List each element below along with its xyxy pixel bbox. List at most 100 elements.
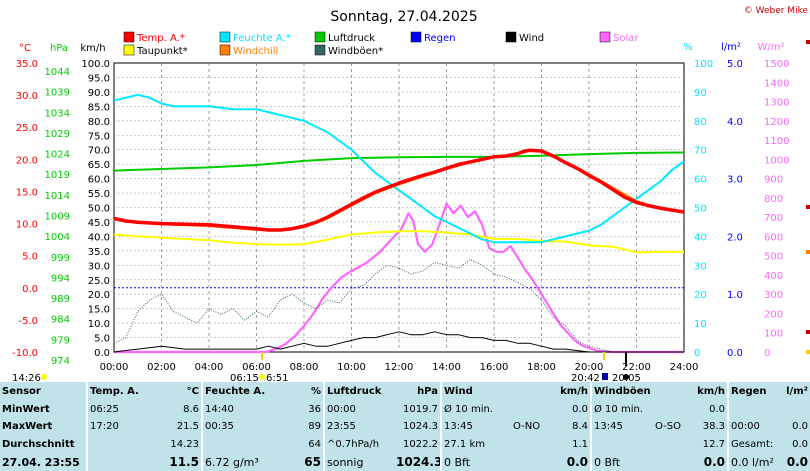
header-wind-unit: km/h (560, 385, 588, 397)
table-header-row: Sensor Temp. A. °C Feuchte A. % Luftdruc… (0, 382, 810, 401)
time-tick-label: 00:00 (100, 362, 129, 373)
legend-swatch (219, 31, 231, 43)
temp-value: 11.5 (169, 455, 199, 470)
gust-value: 0.0 (709, 403, 725, 415)
edge-fragment (806, 40, 810, 44)
humidity-value: 64 (308, 439, 321, 451)
gust-value: 38.3 (702, 421, 725, 433)
kmh-tick-label: 70.0 (88, 146, 110, 157)
header-sensor: Sensor (2, 385, 41, 397)
kmh-tick-label: 5.0 (94, 334, 110, 345)
humidity-time: 6.72 g/m³ (201, 453, 272, 471)
kmh-tick-label: 75.0 (88, 131, 110, 142)
chart-title: Sonntag, 27.04.2025 (330, 9, 477, 25)
temp-time (86, 453, 147, 471)
series-taupunkt-line (113, 230, 684, 254)
chart-background (0, 0, 810, 382)
gust-direction (653, 436, 683, 454)
table-row: MinWert 06:25 8.6 14:40 36 00:00 1019.7 … (0, 400, 810, 419)
time-tick-label: 06:00 (242, 362, 271, 373)
humidity-time: 14:40 (201, 400, 272, 419)
series-temp-a-line (113, 148, 685, 232)
rain-unit-label: l/m² (721, 42, 741, 53)
kmh-tick-label: 15.0 (88, 305, 110, 316)
edge-fragment (806, 330, 810, 334)
hpa-tick-label: 989 (51, 294, 70, 305)
wind-time: 27.1 km (440, 435, 511, 454)
hpa-tick-label: 1044 (45, 67, 70, 78)
humidity-time (201, 435, 272, 454)
kmh-tick-label: 35.0 (88, 247, 110, 258)
gust-time: 0 Bft (590, 453, 653, 471)
pct-tick-label: 50 (694, 204, 707, 215)
wind-time: Ø 10 min. (440, 400, 511, 419)
pct-tick-label: 10 (694, 319, 707, 330)
rain-tick-label: 3.0 (727, 175, 743, 186)
rain-value: 0.0 (792, 439, 808, 451)
solar-tick-label: 200 (764, 309, 783, 320)
pct-tick-label: 20 (694, 290, 707, 301)
sunrise-time-label: 06:15 (230, 373, 259, 382)
legend-swatch (314, 44, 326, 56)
legend-swatch (599, 31, 611, 43)
pct-unit-label: % (683, 42, 693, 53)
legend-label: Windböen* (328, 46, 383, 57)
rain-tick-label: 5.0 (727, 59, 743, 70)
series-wind-line (113, 331, 684, 353)
pressure-time: 00:00 (323, 400, 394, 419)
kmh-tick-label: 40.0 (88, 232, 110, 243)
header-temp: Temp. A. (86, 382, 147, 401)
grid (113, 62, 685, 353)
gust-time: 13:45 (590, 418, 653, 436)
row-label: Durchschnitt (2, 439, 75, 451)
temp-time (86, 435, 147, 454)
pressure-time: ^0.7hPa/h (323, 435, 394, 454)
header-gust: Windböen (590, 382, 653, 401)
legend-label: Taupunkt* (136, 46, 188, 57)
rain-value: 0.0 (786, 455, 808, 470)
sunset-moon-icon (602, 373, 608, 380)
hpa-tick-label: 1029 (45, 129, 70, 140)
temp-unit-label: °C (19, 43, 31, 54)
hpa-tick-label: 999 (51, 253, 70, 264)
hpa-tick-label: 979 (51, 335, 70, 346)
kmh-tick-label: 25.0 (88, 276, 110, 287)
temp-tick-label: -5.0 (18, 316, 38, 327)
rain-tick-label: 1.0 (727, 290, 743, 301)
kmh-tick-label: 85.0 (88, 102, 110, 113)
solar-tick-label: 1300 (764, 98, 789, 109)
edge-fragment (806, 250, 810, 254)
gust-value: 0.0 (703, 455, 725, 470)
wind-direction: O-NO (513, 421, 541, 433)
time-tick-label: 10:00 (337, 362, 366, 373)
hpa-tick-label: 994 (51, 273, 70, 284)
legend-label: Temp. A.* (136, 33, 185, 44)
kmh-tick-label: 20.0 (88, 290, 110, 301)
legend-swatch (410, 31, 422, 43)
solar-tick-label: 400 (764, 271, 783, 282)
time-tick-label: 02:00 (147, 362, 176, 373)
temp-value: 14.23 (170, 439, 199, 451)
series-layer (113, 93, 685, 354)
hpa-unit-label: hPa (50, 43, 68, 54)
solar-tick-label: 500 (764, 252, 783, 263)
solar-tick-label: 100 (764, 329, 783, 340)
sunset-time-label: 20:42 (571, 373, 600, 382)
solar-unit-label: W/m² (757, 42, 784, 53)
header-humidity: Feuchte A. (201, 382, 272, 401)
row-label: MinWert (2, 403, 50, 415)
rain-tick-label: 4.0 (727, 117, 743, 128)
temp-time: 06:25 (86, 400, 147, 419)
legend-label: Feuchte A.* (233, 33, 291, 44)
hpa-tick-label: 1019 (45, 170, 70, 181)
humidity-time: 00:35 (201, 418, 272, 436)
now-time-label: 14:26 (12, 373, 41, 382)
legend: Temp. A.* Feuchte A.* Luftdruck Regen Wind So… (123, 31, 639, 57)
hpa-tick-label: 1034 (45, 108, 70, 119)
hpa-tick-label: 1024 (45, 150, 70, 161)
pct-tick-label: 80 (694, 117, 707, 128)
solar-tick-label: 1500 (764, 59, 789, 70)
gust-time: Ø 10 min. (590, 400, 653, 419)
temp-tick-label: 0.0 (22, 284, 38, 295)
